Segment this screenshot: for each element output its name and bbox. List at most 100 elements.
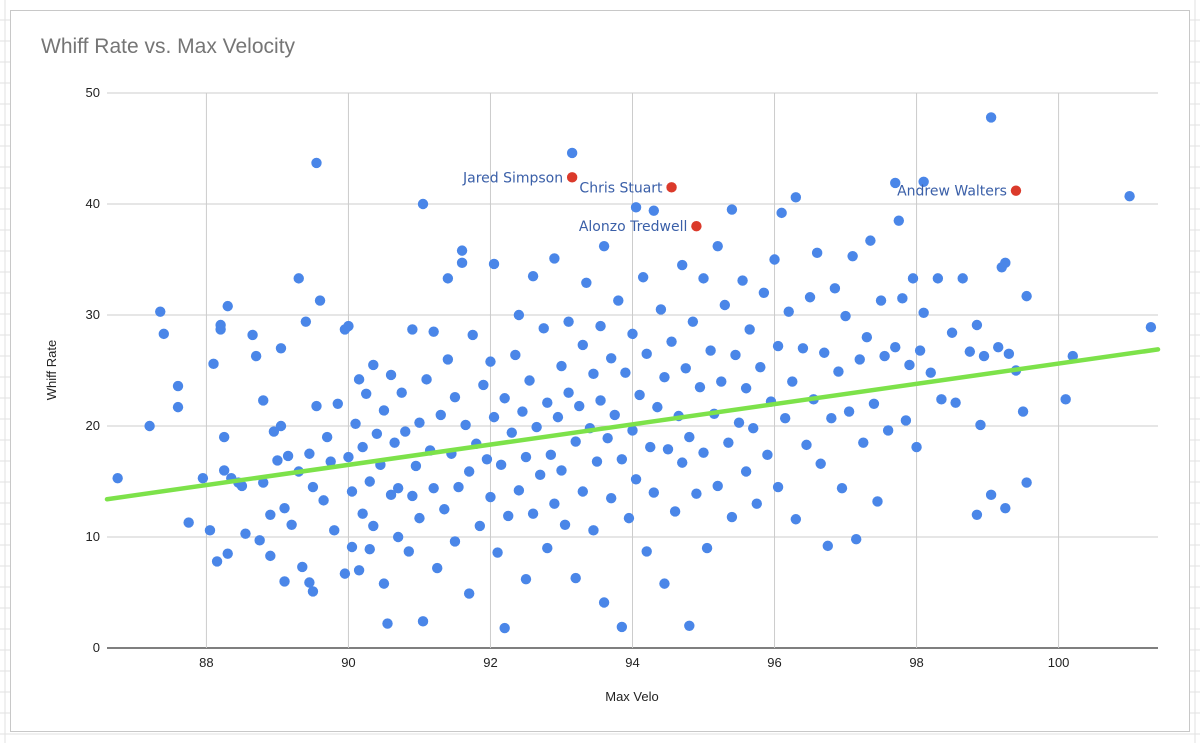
- data-point: [460, 419, 471, 431]
- data-point: [598, 240, 610, 252]
- data-point: [680, 363, 691, 374]
- data-point: [197, 472, 209, 484]
- data-point: [744, 324, 755, 335]
- data-point: [265, 550, 276, 562]
- data-point: [574, 400, 585, 412]
- data-point: [510, 349, 521, 361]
- data-point: [456, 245, 468, 256]
- data-point: [503, 510, 514, 522]
- data-point: [620, 367, 631, 378]
- data-point: [687, 316, 699, 327]
- data-point: [751, 498, 762, 509]
- data-point: [485, 356, 496, 367]
- data-point: [275, 420, 287, 432]
- data-point: [769, 254, 780, 265]
- data-point: [1145, 322, 1157, 333]
- data-point: [723, 437, 734, 448]
- data-point: [616, 454, 628, 465]
- data-point: [350, 418, 361, 429]
- data-point: [790, 192, 802, 203]
- data-point: [318, 495, 329, 506]
- data-point: [726, 511, 738, 523]
- data-point: [868, 398, 880, 409]
- data-point: [378, 405, 390, 416]
- data-point: [488, 411, 500, 423]
- data-point: [417, 198, 429, 210]
- data-point: [467, 329, 478, 341]
- data-point: [598, 597, 610, 608]
- data-point: [542, 542, 553, 554]
- x-tick-label: 90: [341, 655, 355, 670]
- data-point: [552, 411, 564, 423]
- data-point: [762, 449, 773, 461]
- data-point: [463, 466, 475, 477]
- y-tick-label: 40: [86, 196, 100, 211]
- data-point: [627, 328, 638, 340]
- data-point: [353, 374, 365, 385]
- data-point: [495, 459, 507, 471]
- data-point: [790, 514, 802, 525]
- data-point: [222, 300, 233, 312]
- data-point: [772, 481, 784, 493]
- data-point: [627, 425, 638, 436]
- data-point: [172, 380, 184, 392]
- data-point: [481, 454, 493, 465]
- data-point: [577, 486, 588, 497]
- data-point: [957, 273, 968, 284]
- data-point: [247, 329, 258, 341]
- data-point: [520, 573, 532, 585]
- data-point: [389, 437, 400, 448]
- data-point: [659, 578, 670, 589]
- data-point: [499, 622, 510, 634]
- data-point: [591, 456, 603, 467]
- data-point: [304, 577, 315, 588]
- data-point: [282, 450, 294, 462]
- data-point: [513, 309, 525, 321]
- data-point: [293, 273, 304, 284]
- data-point: [815, 458, 826, 469]
- data-point: [534, 469, 546, 481]
- data-point: [797, 343, 809, 354]
- data-point: [609, 409, 620, 421]
- data-point: [488, 258, 500, 270]
- data-point: [641, 546, 652, 557]
- data-point: [911, 441, 922, 453]
- data-point: [275, 343, 287, 354]
- data-point: [577, 339, 588, 351]
- y-tick-label: 30: [86, 307, 100, 322]
- player-annotation: Andrew Walters: [897, 184, 1007, 200]
- data-point: [712, 480, 723, 492]
- data-point: [538, 323, 549, 334]
- data-point: [613, 295, 624, 306]
- data-point: [605, 353, 617, 364]
- data-point: [222, 548, 233, 559]
- data-point: [595, 320, 606, 332]
- data-point: [964, 346, 976, 357]
- data-point: [378, 578, 390, 589]
- data-point: [556, 465, 567, 476]
- data-point: [829, 283, 841, 294]
- data-point: [410, 460, 422, 472]
- data-point: [353, 565, 365, 576]
- data-point: [833, 366, 844, 377]
- data-point: [645, 441, 656, 453]
- x-tick-label: 94: [625, 655, 639, 670]
- data-point: [691, 488, 702, 499]
- data-point: [918, 176, 929, 187]
- data-point: [854, 354, 865, 365]
- data-point: [385, 369, 397, 381]
- data-point: [439, 504, 450, 515]
- data-point: [634, 389, 645, 401]
- data-point: [286, 519, 297, 530]
- data-point: [218, 465, 230, 476]
- x-tick-label: 88: [199, 655, 213, 670]
- data-point: [364, 544, 375, 555]
- data-point: [677, 457, 688, 468]
- data-point: [250, 350, 262, 362]
- data-point: [819, 347, 830, 358]
- axis-ticks: 0 10 20 30 40 50 88 90 92 94 96 98 100: [86, 85, 1070, 670]
- y-tick-label: 50: [86, 85, 100, 100]
- data-point: [840, 310, 851, 322]
- data-point: [368, 359, 379, 371]
- data-point: [950, 397, 961, 408]
